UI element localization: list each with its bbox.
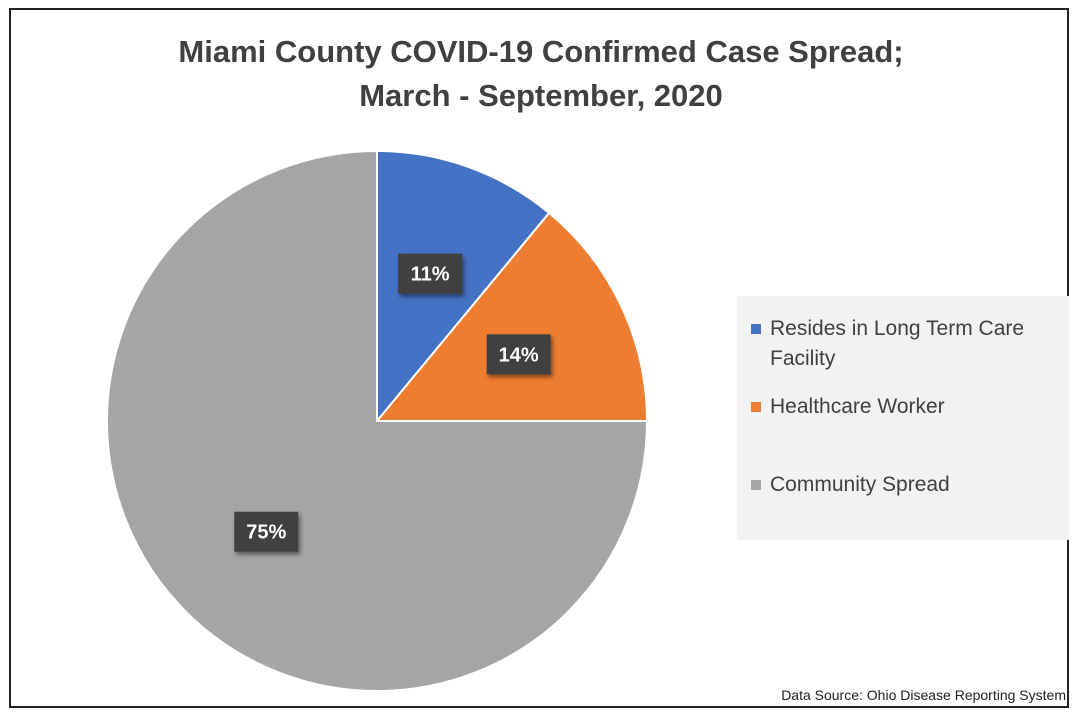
pie-slice-long-term-care <box>376 149 551 424</box>
legend-swatch-healthcare-worker <box>751 402 761 412</box>
chart-title-line-1: Miami County COVID-19 Confirmed Case Spr… <box>178 34 904 69</box>
data-source-note: Data Source: Ohio Disease Reporting Syst… <box>781 687 1066 703</box>
chart-title: Miami County COVID-19 Confirmed Case Spr… <box>0 30 1082 118</box>
legend-swatch-community-spread <box>751 480 761 490</box>
legend-label-healthcare-worker: Healthcare Worker <box>770 395 945 418</box>
chart-legend: Resides in Long Term Care Facility Healt… <box>737 296 1069 540</box>
legend-item-healthcare-worker: Healthcare Worker <box>751 392 1061 422</box>
data-label-text-community-spread: 75% <box>246 522 286 544</box>
data-label-community-spread: 75% <box>234 511 299 552</box>
legend-swatch-long-term-care <box>751 324 761 334</box>
data-label-text-long-term-care: 11% <box>411 264 450 286</box>
data-label-box-community-spread <box>234 511 299 552</box>
data-label-healthcare-worker: 14% <box>486 334 551 375</box>
data-label-box-long-term-care <box>398 253 463 294</box>
legend-label-long-term-care: Resides in Long Term Care Facility <box>770 317 1025 370</box>
legend-item-long-term-care: Resides in Long Term Care Facility <box>751 314 1061 374</box>
pie-slice-community-spread <box>106 149 649 692</box>
pie-slice-healthcare-worker <box>374 211 649 422</box>
data-label-box-healthcare-worker <box>486 334 551 375</box>
chart-title-line-2: March - September, 2020 <box>359 78 723 113</box>
data-label-text-healthcare-worker: 14% <box>499 344 539 366</box>
legend-item-community-spread: Community Spread <box>751 470 1061 500</box>
legend-label-community-spread: Community Spread <box>770 473 950 496</box>
data-label-long-term-care: 11% <box>398 253 463 294</box>
